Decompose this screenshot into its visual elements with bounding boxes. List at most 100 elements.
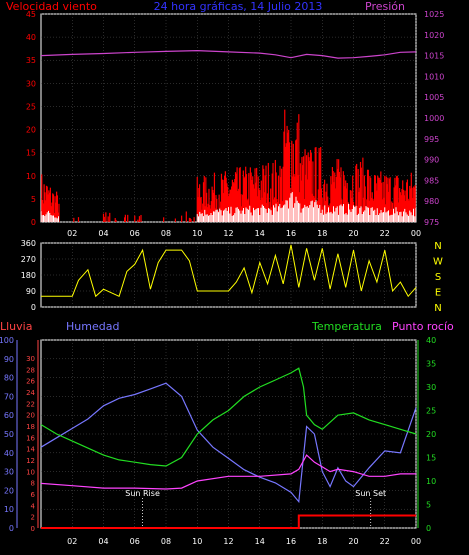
y-tick-label: 0 (31, 303, 36, 312)
y-tick-label: 1010 (424, 72, 444, 81)
series-line (41, 514, 416, 529)
y-tick-label: 40 (426, 336, 436, 345)
x-tick-label: 00 (411, 229, 421, 238)
y-tick-label: 25 (26, 102, 36, 111)
y-tick-label: 30 (26, 79, 36, 88)
annotation-label: Sun Rise (125, 489, 160, 498)
y-tick-label: 100 (0, 336, 14, 345)
y-tick-label: 0 (31, 218, 36, 227)
y-tick-label: 80 (4, 374, 14, 383)
y-tick-label: 975 (424, 218, 439, 227)
wind-gust-bars (40, 109, 416, 222)
x-tick-label: 08 (161, 537, 171, 546)
y-tick-label: 5 (31, 195, 36, 204)
y-tick-label: 10 (4, 505, 14, 514)
y-tick-label: 1020 (424, 31, 444, 40)
y-tick-label: 45 (26, 10, 36, 19)
series-line (40, 367, 417, 467)
x-tick-label: 14 (255, 537, 265, 546)
y-tick-label: 995 (424, 135, 439, 144)
x-tick-label: 16 (286, 537, 296, 546)
y-tick-label: 990 (424, 156, 439, 165)
x-tick-label: 02 (67, 537, 77, 546)
y-tick-label: 16 (26, 434, 35, 442)
y-tick-label: 0 (31, 525, 35, 533)
x-tick-label: 16 (286, 229, 296, 238)
y-tick-label: 2 (31, 514, 35, 522)
series-line (40, 49, 417, 59)
y-tick-label: 360 (21, 239, 36, 248)
x-tick-label: 06 (130, 229, 140, 238)
temperature-axis-label: Temperatura (311, 320, 382, 333)
humidity-temperature-panel: 0102030405060708090100024681012141618202… (0, 336, 436, 546)
y-tick-label: 270 (21, 255, 36, 264)
y-tick-label: 15 (426, 454, 436, 463)
y-tick-label: 0 (426, 524, 431, 533)
x-tick-label: 02 (67, 229, 77, 238)
x-tick-label: 12 (223, 537, 233, 546)
x-tick-label: 18 (317, 229, 327, 238)
x-tick-label: 04 (98, 537, 108, 546)
wind-axis-label: Velocidad viento (6, 0, 97, 13)
x-tick-label: 04 (98, 229, 108, 238)
wind-average-bars (40, 192, 417, 222)
x-tick-label: 22 (380, 537, 390, 546)
y-tick-label: 1025 (424, 10, 444, 19)
y-tick-label: 26 (26, 378, 35, 386)
y-tick-label: 90 (26, 287, 36, 296)
y-tick-label: 35 (26, 56, 36, 65)
x-tick-label: 06 (130, 537, 140, 546)
direction-label: N (434, 241, 441, 252)
y-tick-label: 180 (21, 271, 36, 280)
y-tick-label: 50 (4, 430, 14, 439)
y-tick-label: 1000 (424, 114, 444, 123)
x-tick-label: 10 (192, 229, 202, 238)
x-tick-label: 18 (317, 537, 327, 546)
y-tick-label: 1015 (424, 52, 444, 61)
y-tick-label: 70 (4, 392, 14, 401)
y-tick-label: 20 (26, 412, 35, 420)
y-tick-label: 22 (26, 400, 35, 408)
pressure-axis-label: Presión (365, 0, 405, 13)
series-line (41, 244, 417, 298)
y-tick-label: 10 (26, 172, 36, 181)
y-tick-label: 1005 (424, 93, 444, 102)
y-tick-label: 0 (9, 524, 14, 533)
x-tick-label: 20 (348, 229, 358, 238)
y-tick-label: 10 (26, 468, 35, 476)
humidity-axis-label: Humedad (66, 320, 119, 333)
direction-label: S (435, 272, 441, 283)
series-line (40, 454, 416, 490)
direction-label: E (435, 288, 441, 299)
direction-label: N (434, 303, 441, 314)
y-tick-label: 20 (426, 430, 436, 439)
y-tick-label: 24 (26, 389, 35, 397)
direction-label: W (433, 257, 443, 268)
y-tick-label: 14 (26, 446, 35, 454)
x-tick-label: 12 (223, 229, 233, 238)
y-tick-label: 20 (26, 126, 36, 135)
x-tick-label: 22 (380, 229, 390, 238)
y-tick-label: 15 (26, 149, 36, 158)
series-line (40, 382, 417, 504)
y-tick-label: 30 (26, 355, 35, 363)
y-tick-label: 8 (31, 480, 35, 488)
y-tick-label: 20 (4, 486, 14, 495)
y-tick-label: 30 (426, 383, 436, 392)
y-tick-label: 40 (26, 33, 36, 42)
x-tick-label: 00 (411, 537, 421, 546)
y-tick-label: 30 (4, 468, 14, 477)
y-tick-label: 60 (4, 411, 14, 420)
y-tick-label: 35 (426, 360, 436, 369)
y-tick-label: 985 (424, 176, 439, 185)
y-tick-label: 6 (31, 491, 36, 499)
x-tick-label: 10 (192, 537, 202, 546)
x-tick-label: 14 (255, 229, 265, 238)
annotation-label: Sun Set (355, 489, 386, 498)
y-tick-label: 18 (26, 423, 35, 431)
dewpoint-axis-label: Punto rocío (392, 320, 454, 333)
wind-pressure-panel: 0510152025303540459759809859909951000100… (26, 10, 445, 238)
